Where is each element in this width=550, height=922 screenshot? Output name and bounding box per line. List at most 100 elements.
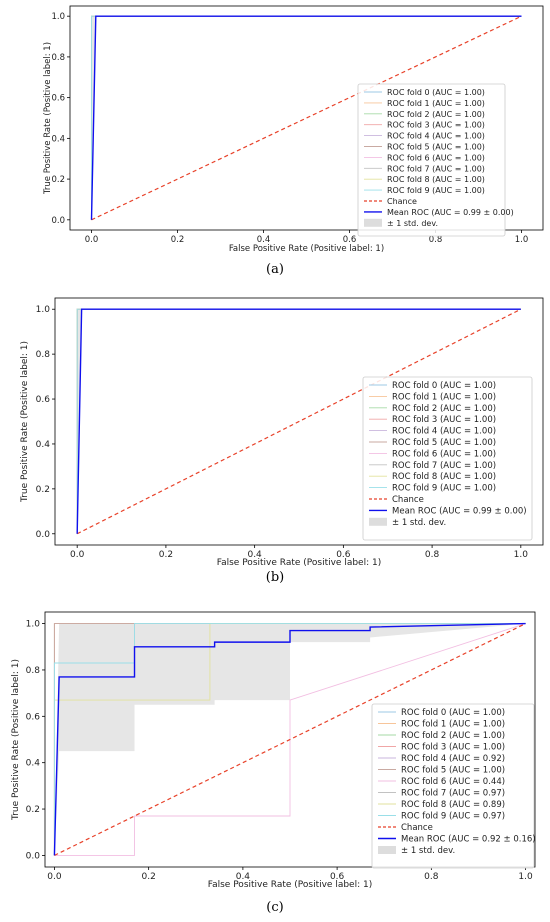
roc-chart-c: 0.0 0.2 0.4 0.6 0.8 1.0 0.0 0.2 0.4 0.6 0.8 1.0 Fals… <box>11 611 536 890</box>
legend-entry-fold-9: ROC fold 9 (AUC = 1.00) <box>369 484 496 494</box>
legend-entry-mean-roc: Mean ROC (AUC = 0.92 ± 0.16) <box>378 835 536 845</box>
legend-label: ROC fold 0 (AUC = 1.00) <box>387 88 485 97</box>
x-tick-label: 1.0 <box>518 872 533 882</box>
y-tick-label: 0.4 <box>51 134 65 144</box>
legend-entry-fold-3: ROC fold 3 (AUC = 1.00) <box>364 121 485 130</box>
x-tick-label: 0.0 <box>47 872 62 882</box>
y-tick-label: 0.2 <box>26 805 40 815</box>
legend-entry-fold-6: ROC fold 6 (AUC = 1.00) <box>369 449 496 459</box>
x-tick-label: 0.8 <box>424 872 439 882</box>
y-tick-label: 0.0 <box>36 530 51 540</box>
legend-label: ROC fold 6 (AUC = 0.44) <box>401 777 505 787</box>
legend-entry-chance: Chance <box>364 197 417 206</box>
legend-label: ROC fold 0 (AUC = 1.00) <box>401 708 505 718</box>
chance-line <box>91 15 522 221</box>
legend-label: ROC fold 4 (AUC = 0.92) <box>401 754 505 764</box>
figure-panel-a: 0.0 0.2 0.4 0.6 0.8 1.0 0.0 0.2 0.4 0.6 0.8 1.0 Fals… <box>0 0 550 290</box>
legend-swatch <box>378 846 396 854</box>
legend-label: Chance <box>401 823 433 833</box>
legend-label: ROC fold 9 (AUC = 1.00) <box>387 186 485 195</box>
std-dev-band <box>54 623 526 856</box>
legend-entry-fold-4: ROC fold 4 (AUC = 1.00) <box>369 427 496 437</box>
plot-area <box>76 308 522 535</box>
y-tick-label: 0.0 <box>51 216 65 226</box>
legend-entry-chance: Chance <box>378 823 433 833</box>
legend-entry-fold-5: ROC fold 5 (AUC = 1.00) <box>378 766 505 776</box>
legend-label: ROC fold 5 (AUC = 1.00) <box>401 766 505 776</box>
legend-label: ROC fold 2 (AUC = 1.00) <box>392 404 496 414</box>
y-tick-label: 0.6 <box>36 395 51 405</box>
plot-area <box>90 15 522 221</box>
x-tick-label: 0.2 <box>171 235 185 245</box>
legend-entry-fold-8: ROC fold 8 (AUC = 1.00) <box>364 175 485 184</box>
y-tick-label: 0.6 <box>51 94 65 104</box>
legend-entry-fold-3: ROC fold 3 (AUC = 1.00) <box>369 415 496 425</box>
y-tick-label: 0.8 <box>51 53 65 63</box>
caption-c: (c) <box>266 900 284 915</box>
y-tick-label: 0.2 <box>51 175 65 185</box>
legend-entry-fold-1: ROC fold 1 (AUC = 1.00) <box>369 392 496 402</box>
legend-entry-fold-3: ROC fold 3 (AUC = 1.00) <box>378 743 505 753</box>
legend-entry-mean-roc: Mean ROC (AUC = 0.99 ± 0.00) <box>364 208 514 217</box>
x-tick-label: 0.4 <box>257 235 271 245</box>
legend-label: ROC fold 6 (AUC = 1.00) <box>387 153 485 162</box>
plot-area <box>53 622 526 856</box>
chance-line <box>76 308 522 535</box>
legend-label: Mean ROC (AUC = 0.99 ± 0.00) <box>387 208 514 217</box>
legend-label: Mean ROC (AUC = 0.99 ± 0.00) <box>392 506 527 516</box>
legend-swatch <box>364 218 382 227</box>
x-tick-label: 0.0 <box>85 235 99 245</box>
legend-entry-fold-1: ROC fold 1 (AUC = 1.00) <box>364 99 485 108</box>
legend: ROC fold 0 (AUC = 1.00)ROC fold 1 (AUC =… <box>362 376 533 541</box>
legend-entry-fold-7: ROC fold 7 (AUC = 1.00) <box>364 164 485 173</box>
x-tick-label: 0.2 <box>159 550 173 560</box>
y-tick-label: 1.0 <box>51 12 65 22</box>
y-tick-label: 0.8 <box>36 350 51 360</box>
legend-entry-fold-4: ROC fold 4 (AUC = 0.92) <box>378 754 505 764</box>
legend-label: ROC fold 6 (AUC = 1.00) <box>392 449 496 459</box>
legend-entry-fold-2: ROC fold 2 (AUC = 1.00) <box>364 110 485 119</box>
legend-entry-fold-2: ROC fold 2 (AUC = 1.00) <box>378 731 505 741</box>
legend: ROC fold 0 (AUC = 1.00) ROC fold 1 (AUC =… <box>357 83 514 237</box>
legend-label: ROC fold 9 (AUC = 1.00) <box>392 484 496 494</box>
axes-frame <box>44 611 536 868</box>
legend-swatch <box>369 517 387 526</box>
legend-label: ROC fold 5 (AUC = 1.00) <box>387 143 485 152</box>
legend-entry-std-dev: ± 1 std. dev. <box>364 218 438 228</box>
legend-entry-chance: Chance <box>369 495 424 505</box>
legend-label: ROC fold 2 (AUC = 1.00) <box>401 731 505 741</box>
axes-frame <box>54 297 544 546</box>
legend-entry-fold-7: ROC fold 7 (AUC = 1.00) <box>369 461 496 471</box>
legend-label: Chance <box>392 495 424 505</box>
legend-label: ROC fold 7 (AUC = 0.97) <box>401 789 505 799</box>
figure-panel-b: 0.0 0.2 0.4 0.6 0.8 1.0 0.0 0.2 0.4 0.6 0.8 1.0 Fals… <box>0 290 550 590</box>
legend-entry-fold-9: ROC fold 9 (AUC = 1.00) <box>364 186 485 195</box>
x-axis-label: False Positive Rate (Positive label: 1) <box>229 244 384 254</box>
y-tick-label: 0.2 <box>36 485 50 495</box>
x-tick-label: 0.4 <box>236 872 251 882</box>
y-tick-label: 1.0 <box>36 305 51 315</box>
legend-entry-fold-5: ROC fold 5 (AUC = 1.00) <box>369 438 496 448</box>
legend-label: ROC fold 8 (AUC = 0.89) <box>401 800 505 810</box>
legend-entry-fold-6: ROC fold 6 (AUC = 0.44) <box>378 777 505 787</box>
x-tick-label: 1.0 <box>515 235 529 245</box>
legend-label: ROC fold 1 (AUC = 1.00) <box>392 392 496 402</box>
y-axis-label: True Positive Rate (Positive label: 1) <box>20 341 30 503</box>
legend-label: ROC fold 5 (AUC = 1.00) <box>392 438 496 448</box>
x-tick-label: 0.2 <box>141 872 155 882</box>
legend-label: ROC fold 9 (AUC = 0.97) <box>401 812 505 822</box>
x-axis-label: False Positive Rate (Positive label: 1) <box>208 880 372 890</box>
legend-label: ROC fold 3 (AUC = 1.00) <box>387 121 485 130</box>
legend-label: ± 1 std. dev. <box>392 518 446 528</box>
legend-label: ROC fold 7 (AUC = 1.00) <box>387 164 485 173</box>
x-tick-label: 0.6 <box>343 235 357 245</box>
legend-entry-fold-8: ROC fold 8 (AUC = 0.89) <box>378 800 505 810</box>
roc-chart-a: 0.0 0.2 0.4 0.6 0.8 1.0 0.0 0.2 0.4 0.6 0.8 1.0 Fals… <box>43 5 544 254</box>
legend-label: Chance <box>387 197 417 206</box>
y-tick-label: 0.0 <box>26 851 41 861</box>
x-tick-label: 0.6 <box>330 872 345 882</box>
caption-a: (a) <box>266 262 284 277</box>
x-axis-label: False Positive Rate (Positive label: 1) <box>217 558 381 568</box>
y-axis-label: True Positive Rate (Positive label: 1) <box>43 42 53 195</box>
legend-label: ROC fold 0 (AUC = 1.00) <box>392 381 496 391</box>
